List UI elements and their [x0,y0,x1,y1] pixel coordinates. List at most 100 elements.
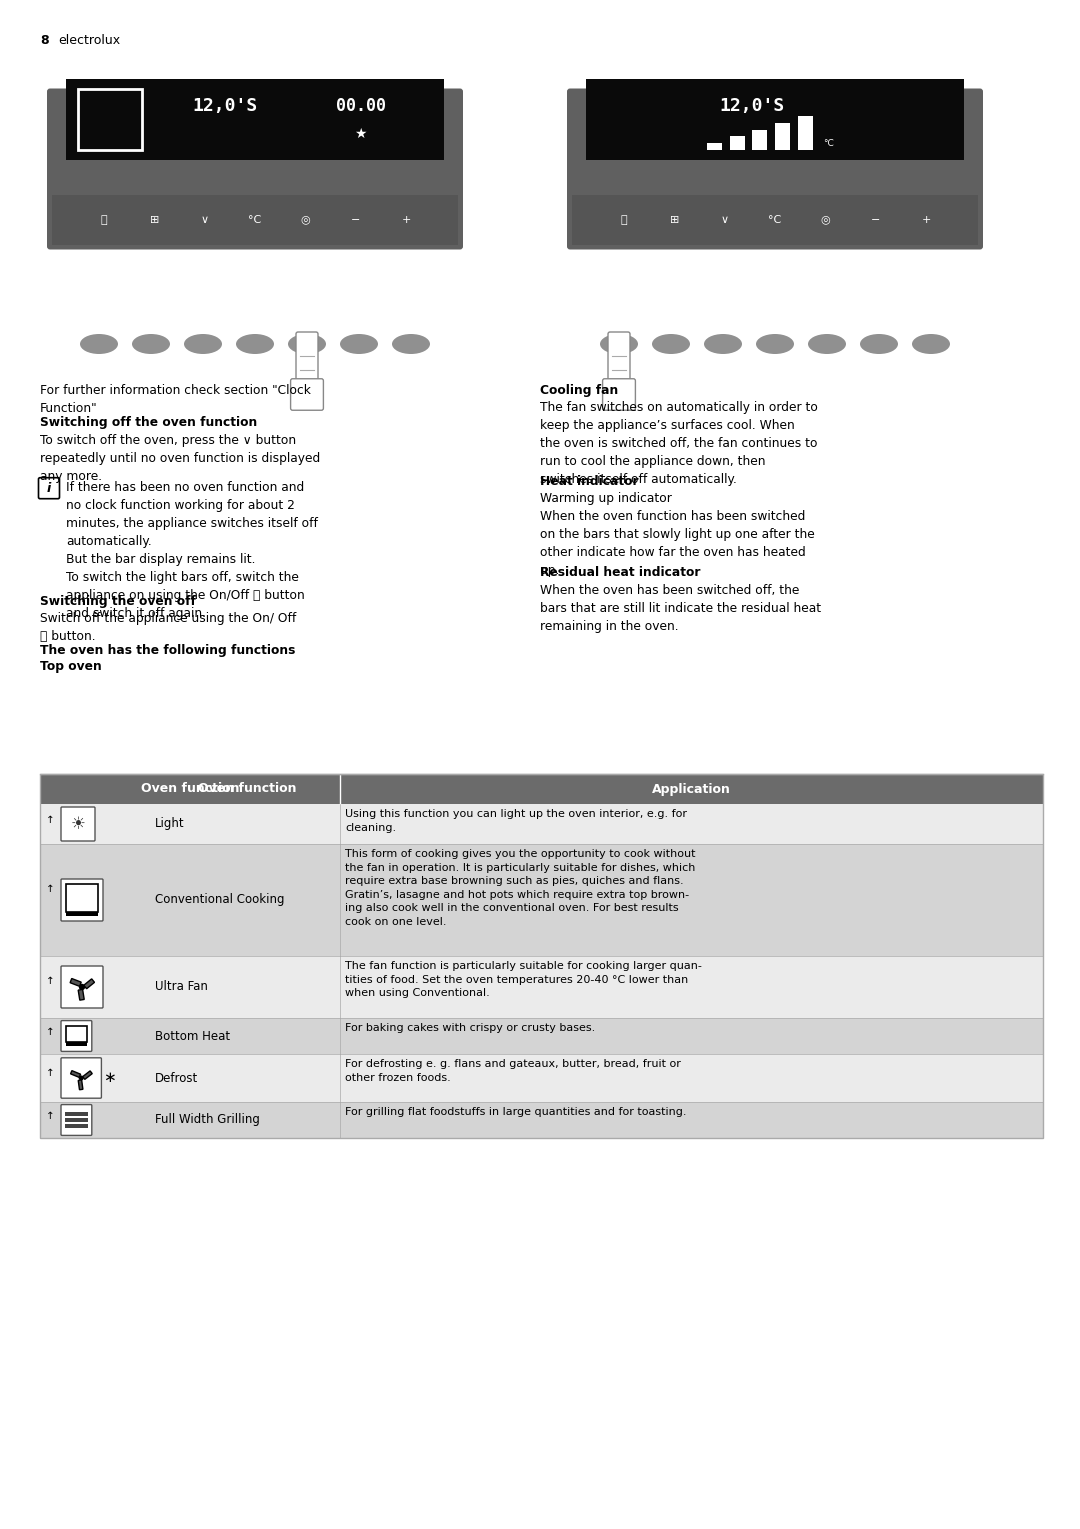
Text: ∨: ∨ [201,214,208,225]
FancyBboxPatch shape [608,332,630,391]
Ellipse shape [808,333,846,355]
FancyBboxPatch shape [603,379,635,410]
Bar [40,804,1043,844]
Bar [66,884,98,911]
Text: °C: °C [248,214,261,225]
Text: ↑: ↑ [45,1027,54,1037]
Text: The fan function is particularly suitable for cooking larger quan-
tities of foo: The fan function is particularly suitabl… [345,962,702,998]
Bar [65,1118,87,1122]
Bar [66,1026,86,1043]
Text: ⊞: ⊞ [670,214,679,225]
Text: Switch off the appliance using the On/ Off
⓿ button.: Switch off the appliance using the On/ O… [40,612,296,644]
Text: For grilling flat foodstuffs in large quantities and for toasting.: For grilling flat foodstuffs in large qu… [345,1107,687,1118]
Text: Oven function: Oven function [199,783,297,795]
Ellipse shape [340,333,378,355]
FancyBboxPatch shape [60,1058,102,1098]
FancyArrow shape [70,979,81,986]
Bar [753,130,768,150]
Bar [40,1102,1043,1138]
Text: When the oven has been switched off, the
bars that are still lit indicate the re: When the oven has been switched off, the… [540,584,821,633]
Bar [78,89,141,150]
Bar [707,144,723,150]
Text: ⓿: ⓿ [621,214,627,225]
Text: −: − [351,214,361,225]
Text: This form of cooking gives you the opportunity to cook without
the fan in operat: This form of cooking gives you the oppor… [345,849,696,927]
Text: If there has been no oven function and
no clock function working for about 2
min: If there has been no oven function and n… [66,482,318,621]
Ellipse shape [756,333,794,355]
FancyBboxPatch shape [60,879,103,920]
Text: −: − [872,214,880,225]
FancyArrow shape [78,1079,83,1090]
Ellipse shape [704,333,742,355]
Text: Full Width Grilling: Full Width Grilling [156,1113,260,1127]
FancyBboxPatch shape [296,332,318,391]
Text: 12,0'S: 12,0'S [719,96,785,115]
Bar [40,844,1043,956]
Text: For defrosting e. g. flans and gateaux, butter, bread, fruit or
other frozen foo: For defrosting e. g. flans and gateaux, … [345,1060,680,1083]
Text: Conventional Cooking: Conventional Cooking [156,893,284,907]
Text: °C: °C [823,139,834,148]
Text: Using this function you can light up the oven interior, e.g. for
cleaning.: Using this function you can light up the… [345,809,687,833]
Text: Ultra Fan: Ultra Fan [156,980,207,994]
Bar [66,1043,86,1046]
FancyArrow shape [84,979,94,989]
Bar [40,774,1043,1138]
Text: °C: °C [768,214,782,225]
Text: ↑: ↑ [45,884,54,894]
Bar [730,136,745,150]
Text: 00.00: 00.00 [336,96,386,115]
Bar [65,1124,87,1128]
Bar [52,194,458,245]
Ellipse shape [132,333,170,355]
Ellipse shape [237,333,274,355]
Ellipse shape [80,333,118,355]
Text: Switching the oven off: Switching the oven off [40,595,195,609]
Text: Heat indicator: Heat indicator [540,476,638,488]
Bar [40,956,1043,1018]
Text: 12,0'S: 12,0'S [192,96,257,115]
Text: The oven has the following functions: The oven has the following functions [40,644,295,657]
Text: Residual heat indicator: Residual heat indicator [540,566,701,579]
Ellipse shape [912,333,950,355]
Circle shape [79,1075,84,1081]
FancyBboxPatch shape [60,966,103,1008]
Bar [798,116,813,150]
Text: Top oven: Top oven [40,659,102,673]
Text: Defrost: Defrost [156,1072,199,1084]
Text: ◎: ◎ [300,214,310,225]
Text: electrolux: electrolux [58,34,120,47]
Ellipse shape [600,333,638,355]
Text: ↑: ↑ [45,1112,54,1121]
Text: To switch off the oven, press the ∨ button
repeatedly until no oven function is : To switch off the oven, press the ∨ butt… [40,434,321,483]
Text: +: + [921,214,931,225]
Text: Application: Application [652,783,731,795]
Bar [66,911,98,916]
Ellipse shape [860,333,897,355]
FancyBboxPatch shape [60,1020,92,1052]
Text: The fan switches on automatically in order to
keep the appliance’s surfaces cool: The fan switches on automatically in ord… [540,401,818,486]
Text: ⓿: ⓿ [100,214,107,225]
FancyBboxPatch shape [48,89,463,249]
Text: Light: Light [156,818,185,830]
Text: ★: ★ [354,127,367,141]
FancyBboxPatch shape [567,89,983,249]
Ellipse shape [288,333,326,355]
Text: Bottom Heat: Bottom Heat [156,1029,230,1043]
Text: Switching off the oven function: Switching off the oven function [40,416,257,430]
FancyArrow shape [83,1070,92,1079]
Text: ↑: ↑ [45,815,54,826]
Text: Warming up indicator
When the oven function has been switched
on the bars that s: Warming up indicator When the oven funct… [540,492,814,578]
Bar [572,194,978,245]
Bar [775,122,791,150]
Circle shape [79,983,85,991]
FancyBboxPatch shape [60,807,95,841]
Text: ↑: ↑ [45,976,54,986]
FancyBboxPatch shape [60,1104,92,1136]
FancyArrow shape [78,989,84,1000]
FancyArrow shape [70,1070,81,1078]
Text: ∨: ∨ [720,214,729,225]
Text: ◎: ◎ [821,214,831,225]
Text: Cooling fan: Cooling fan [540,384,618,398]
Bar [40,1018,1043,1053]
Text: ⊞: ⊞ [149,214,159,225]
